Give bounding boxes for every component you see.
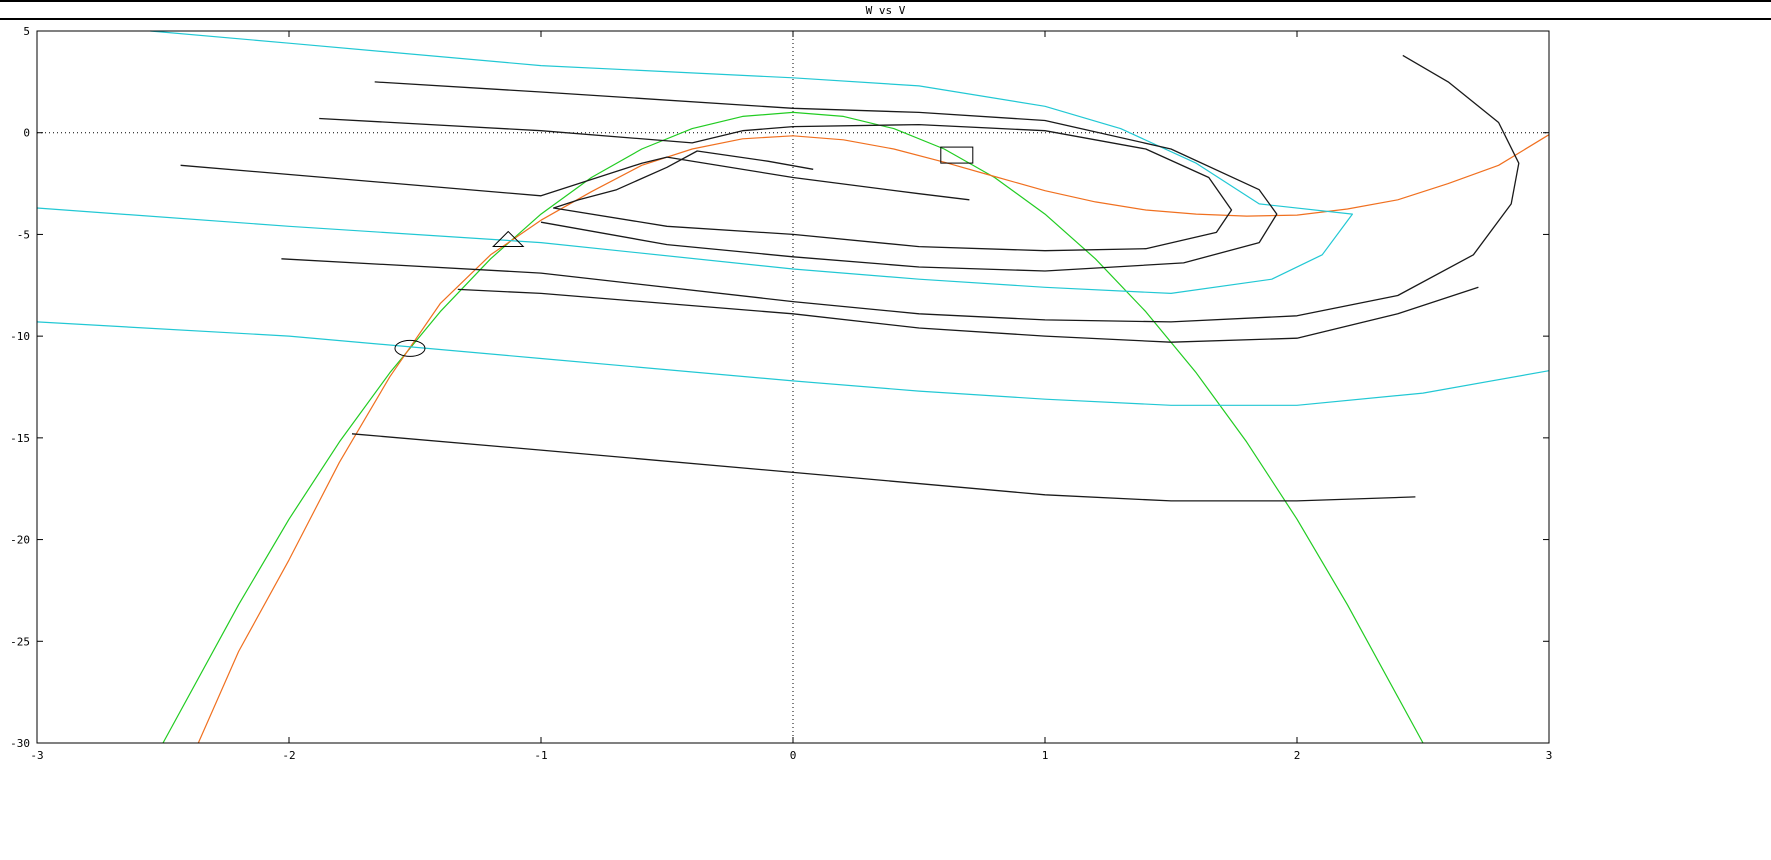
chart-title: W vs V [865, 4, 906, 17]
series-cyan-curve-2 [36, 30, 1353, 294]
series-green-curve-0 [162, 111, 1424, 744]
series-trajectory-curve-6 [180, 156, 970, 201]
series-trajectory-curve-8 [457, 286, 1479, 343]
y-tick-label-5: -20 [10, 534, 30, 547]
ellipse-marker [394, 339, 426, 357]
triangle-marker [492, 230, 525, 248]
y-tick-label-6: -25 [10, 635, 30, 648]
x-tick-label-0: -3 [30, 749, 43, 762]
series-trajectory-curve-5 [319, 117, 1233, 252]
x-tick-label-4: 1 [1042, 749, 1049, 762]
square-marker [940, 146, 974, 164]
x-tick-label-5: 2 [1294, 749, 1301, 762]
y-tick-label-0: 5 [23, 25, 30, 38]
series-cyan-curve-3 [36, 321, 1550, 406]
x-tick-label-2: -1 [534, 749, 547, 762]
x-tick-label-1: -2 [282, 749, 295, 762]
series-trajectory-curve-4 [374, 81, 1278, 272]
y-tick-label-4: -15 [10, 432, 30, 445]
y-tick-label-3: -10 [10, 330, 30, 343]
x-tick-label-6: 3 [1546, 749, 1553, 762]
series-trajectory-curve-9 [351, 433, 1416, 502]
y-tick-label-7: -30 [10, 737, 30, 750]
series-trajectory-curve-7 [281, 54, 1520, 323]
x-tick-label-3: 0 [790, 749, 797, 762]
y-tick-label-2: -5 [17, 228, 30, 241]
series-orange-curve-1 [197, 134, 1550, 744]
y-tick-label-1: 0 [23, 127, 30, 140]
title-bar: W vs V [0, 0, 1771, 20]
